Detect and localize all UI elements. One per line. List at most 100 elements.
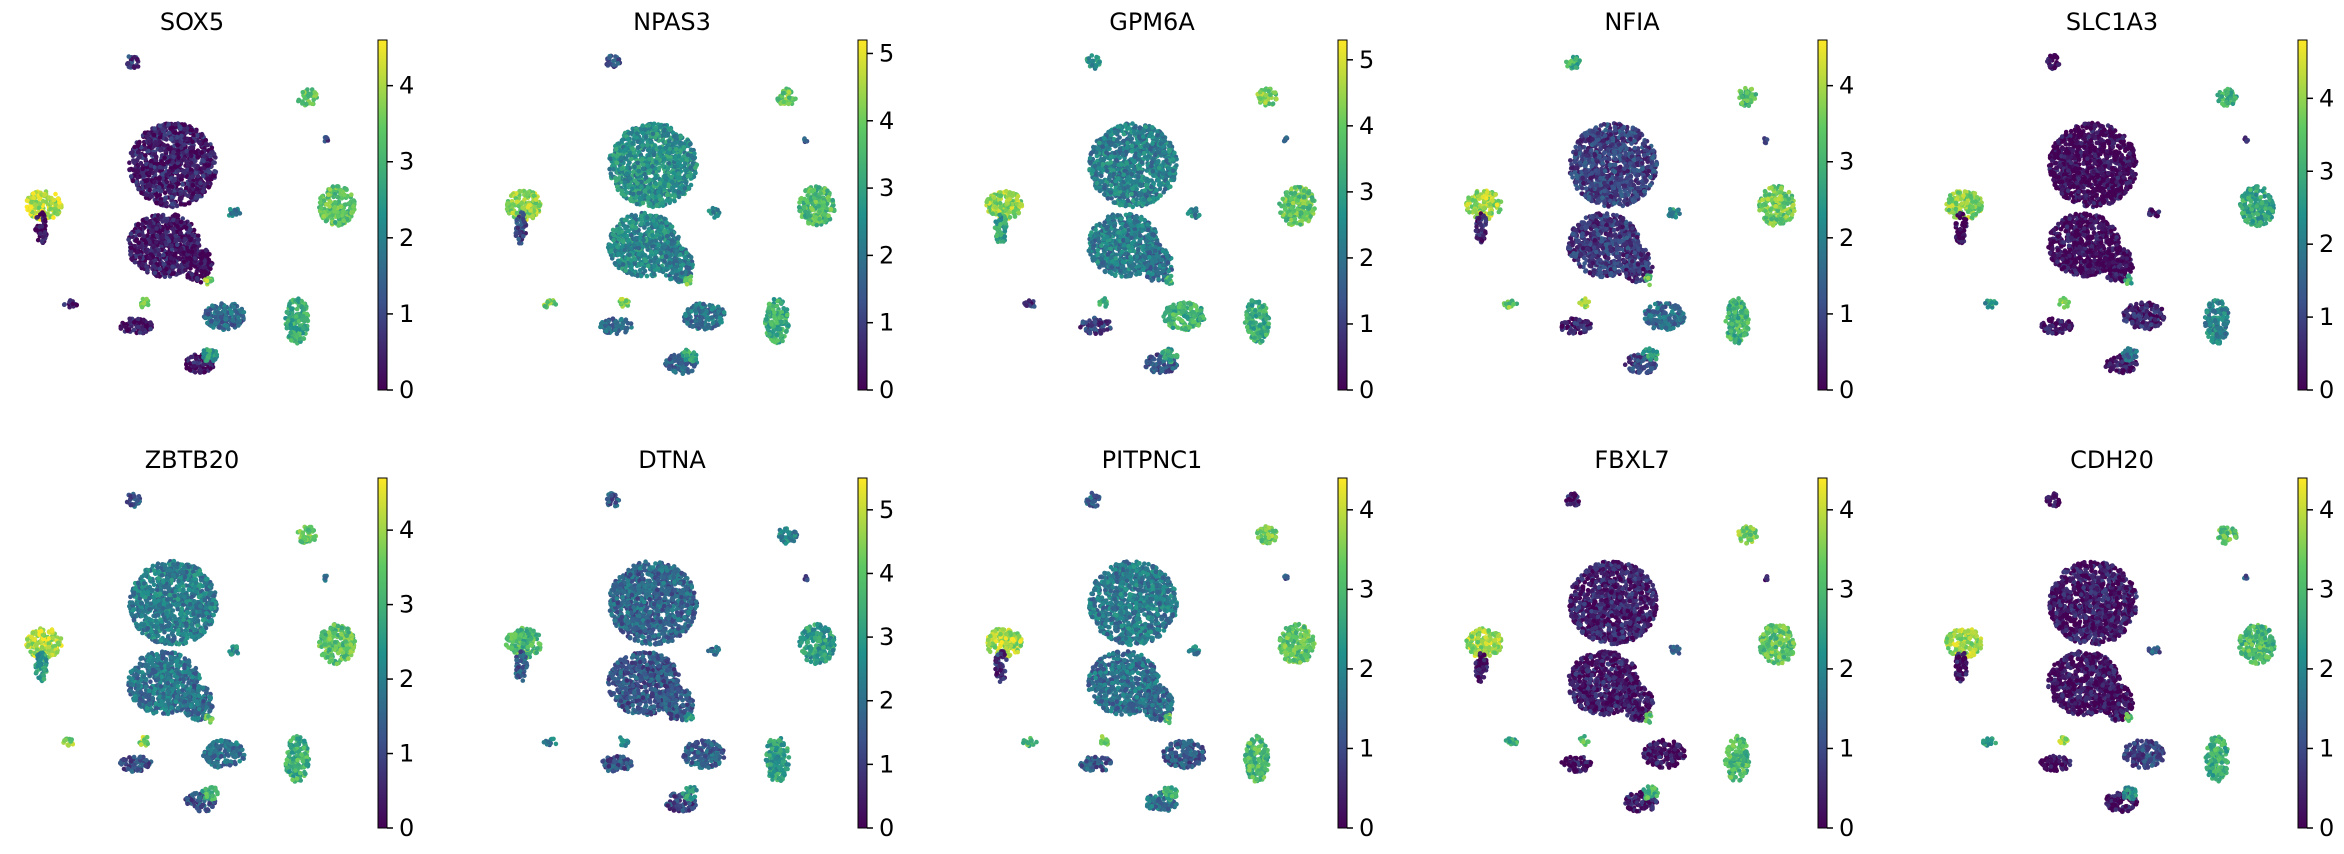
cell-point	[152, 133, 157, 138]
cell-point	[201, 174, 206, 179]
cell-point	[170, 160, 175, 165]
cell-point	[205, 177, 210, 182]
cell-point	[170, 202, 175, 207]
cell-point	[207, 185, 212, 190]
cell-point	[162, 155, 167, 160]
cell-point	[158, 135, 163, 140]
cell-point	[183, 202, 188, 207]
umap-panel-sox5: SOX501234	[25, 8, 415, 404]
cell-point	[149, 261, 154, 266]
cell-point	[169, 195, 174, 200]
cell-point	[173, 130, 178, 135]
cell-point	[212, 169, 217, 174]
cell-point	[152, 188, 157, 193]
cell-point	[143, 153, 148, 158]
cell-point	[195, 187, 200, 192]
cell-point	[176, 174, 181, 179]
cell-point	[175, 143, 180, 148]
cell-point	[194, 151, 199, 156]
cell-point	[196, 234, 201, 239]
cell-point	[211, 160, 216, 165]
cell-point	[186, 193, 191, 198]
cell-point	[189, 167, 194, 172]
cell-point	[137, 140, 142, 145]
cell-point	[173, 252, 178, 257]
cell-point	[199, 133, 204, 138]
cell-point	[136, 150, 141, 155]
cell-point	[194, 171, 199, 176]
cell-point	[206, 163, 211, 168]
cell-point	[201, 166, 206, 171]
cell-point	[146, 149, 151, 154]
cell-point	[139, 191, 144, 196]
cell-point	[162, 143, 167, 148]
cell-point	[139, 180, 144, 185]
cell-point	[169, 136, 174, 141]
cell-point	[191, 183, 196, 188]
cell-point	[149, 194, 154, 199]
cell-point	[132, 160, 137, 165]
cell-point	[158, 140, 163, 145]
cell-point	[175, 135, 180, 140]
cell-point	[164, 137, 169, 142]
cell-point	[135, 175, 140, 180]
cell-point	[175, 224, 180, 229]
cell-point	[147, 140, 152, 145]
cell-point	[189, 161, 194, 166]
cell-point	[126, 237, 131, 242]
cell-point	[178, 197, 183, 202]
cell-point	[191, 174, 196, 179]
cell-point	[143, 131, 148, 136]
cell-point	[157, 176, 162, 181]
cell-point	[191, 191, 196, 196]
cell-point	[165, 180, 170, 185]
cell-point	[164, 267, 169, 272]
cell-point	[130, 150, 135, 155]
cell-point	[171, 179, 176, 184]
cell-point	[171, 155, 176, 160]
cell-point	[198, 181, 203, 186]
cell-point	[154, 143, 159, 148]
cell-point	[157, 252, 162, 257]
cell-point	[178, 191, 183, 196]
cell-point	[140, 171, 145, 176]
cell-point	[136, 187, 141, 192]
cell-point	[131, 168, 136, 173]
cell-point	[159, 240, 164, 245]
cell-point	[194, 196, 199, 201]
cell-point	[135, 169, 140, 174]
cell-point	[180, 182, 185, 187]
cell-point	[158, 148, 163, 153]
cell-point	[187, 201, 192, 206]
cell-point	[204, 142, 209, 147]
cell-point	[139, 161, 144, 166]
cell-point	[149, 159, 154, 164]
cell-point	[179, 134, 184, 139]
cell-point	[163, 190, 168, 195]
cell-point	[210, 146, 215, 151]
cell-point	[154, 155, 159, 160]
cluster-0	[127, 121, 218, 209]
cell-point	[176, 181, 181, 186]
cell-point	[160, 172, 165, 177]
cell-point	[176, 168, 181, 173]
cell-point	[163, 149, 168, 154]
cell-point	[190, 128, 195, 133]
cell-point	[149, 163, 154, 168]
cell-point	[142, 238, 147, 243]
cell-point	[158, 200, 163, 205]
cell-point	[174, 238, 179, 243]
cell-point	[152, 180, 157, 185]
cell-point	[169, 126, 174, 131]
cell-point	[200, 158, 205, 163]
cell-point	[131, 179, 136, 184]
cell-point	[137, 155, 142, 160]
cell-point	[152, 126, 157, 131]
umap-gene-expression-figure: SOX501234NPAS3012345GPM6A012345NFIA01234…	[0, 0, 2344, 854]
cell-point	[176, 151, 181, 156]
cell-point	[196, 139, 201, 144]
cell-point	[176, 155, 181, 160]
cell-point	[157, 185, 162, 190]
cell-point	[190, 145, 195, 150]
cell-point	[199, 150, 204, 155]
